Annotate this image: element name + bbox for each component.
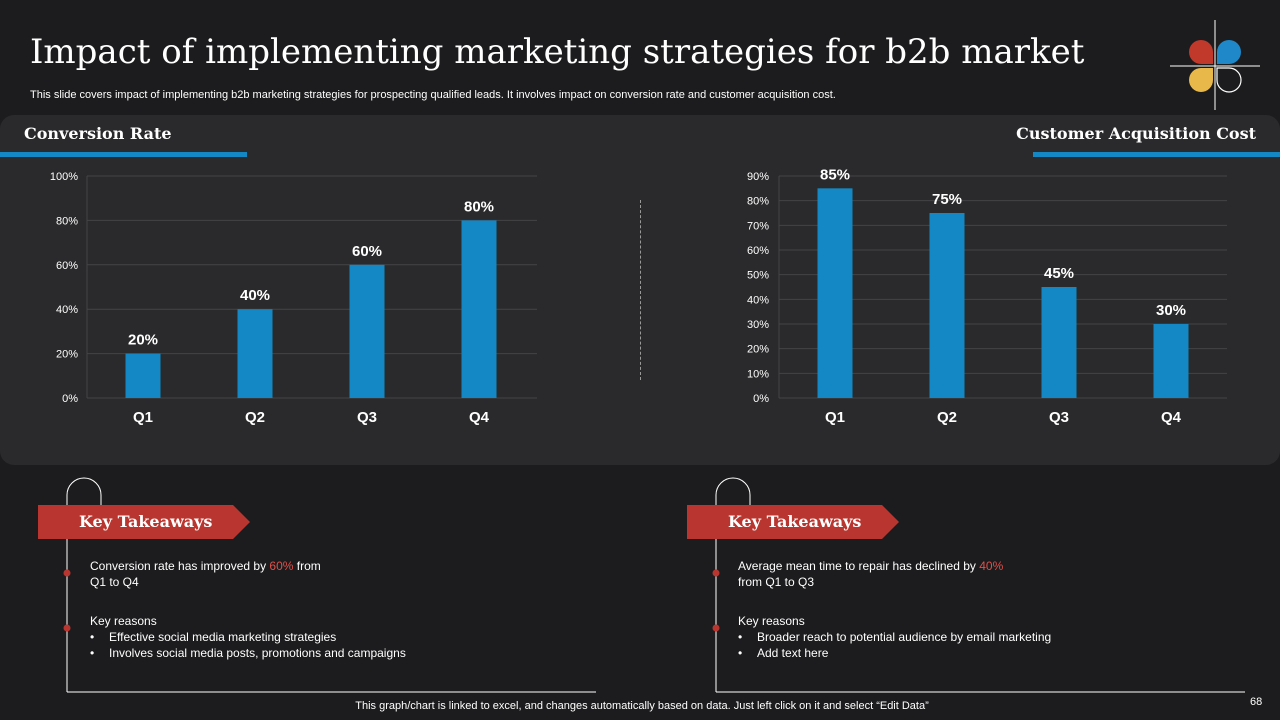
y-tick-label: 100% — [50, 171, 78, 183]
bar — [1153, 324, 1189, 398]
y-tick-label: 20% — [747, 344, 769, 356]
takeaway-right-reasons: Key reasons Broader reach to potential a… — [738, 613, 1051, 661]
y-tick-label: 50% — [747, 270, 769, 282]
bar — [461, 220, 497, 398]
bar — [817, 188, 853, 398]
footer-note: This graph/chart is linked to excel, and… — [355, 700, 929, 712]
reason-item: Add text here — [738, 645, 1051, 661]
x-tick-label: Q1 — [825, 409, 845, 426]
page-title: Impact of implementing marketing strateg… — [30, 32, 1085, 72]
page-number: 68 — [1250, 696, 1263, 708]
bar — [237, 309, 273, 398]
finding-text-suffix: from — [293, 559, 321, 573]
y-tick-label: 60% — [56, 260, 78, 272]
x-tick-label: Q2 — [937, 409, 957, 426]
key-takeaways-ribbon-right: Key Takeaways — [687, 505, 899, 539]
reasons-label: Key reasons — [90, 614, 157, 628]
y-tick-label: 70% — [747, 220, 769, 232]
bar — [349, 264, 385, 398]
x-tick-label: Q4 — [1161, 409, 1182, 426]
takeaway-right-finding: Average mean time to repair has declined… — [738, 558, 1003, 590]
data-label: 85% — [820, 166, 850, 183]
key-takeaways-heading: Key Takeaways — [728, 512, 862, 531]
acquisition-cost-title: Customer Acquisition Cost — [1016, 124, 1256, 143]
x-tick-label: Q3 — [357, 409, 377, 426]
takeaway-left-finding: Conversion rate has improved by 60% from… — [90, 558, 321, 590]
reasons-label: Key reasons — [738, 614, 805, 628]
y-tick-label: 10% — [747, 368, 769, 380]
y-tick-label: 80% — [56, 215, 78, 227]
y-tick-label: 20% — [56, 349, 78, 361]
x-tick-label: Q1 — [133, 409, 153, 426]
data-label: 75% — [932, 191, 962, 208]
takeaway-left-reasons: Key reasons Effective social media marke… — [90, 613, 406, 661]
finding-text-cont: Q1 to Q4 — [90, 575, 139, 589]
data-label: 30% — [1156, 302, 1186, 319]
conversion-rate-underline — [0, 152, 247, 157]
chart-divider — [640, 200, 641, 380]
y-tick-label: 40% — [747, 294, 769, 306]
finding-text-cont: from Q1 to Q3 — [738, 575, 815, 589]
y-tick-label: 30% — [747, 319, 769, 331]
conversion-rate-title: Conversion Rate — [24, 124, 172, 143]
y-tick-label: 80% — [747, 196, 769, 208]
y-tick-label: 40% — [56, 304, 78, 316]
data-label: 45% — [1044, 265, 1074, 282]
data-label: 80% — [464, 198, 494, 215]
y-tick-label: 0% — [753, 393, 769, 405]
x-tick-label: Q2 — [245, 409, 265, 426]
x-tick-label: Q4 — [469, 409, 490, 426]
page-subtitle: This slide covers impact of implementing… — [30, 89, 836, 101]
finding-text: Conversion rate has improved by — [90, 559, 270, 573]
finding-highlight: 60% — [269, 559, 294, 573]
key-takeaways-heading: Key Takeaways — [79, 512, 213, 531]
y-tick-label: 90% — [747, 171, 769, 183]
x-tick-label: Q3 — [1049, 409, 1069, 426]
quadrant-logo-icon — [1170, 20, 1260, 110]
finding-highlight: 40% — [979, 559, 1004, 573]
finding-text: Average mean time to repair has declined… — [738, 559, 980, 573]
bar — [1041, 287, 1077, 398]
data-label: 20% — [128, 332, 158, 349]
bar — [125, 353, 161, 398]
bar — [929, 213, 965, 398]
data-label: 60% — [352, 243, 382, 260]
acquisition-cost-underline — [1033, 152, 1280, 157]
data-label: 40% — [240, 287, 270, 304]
key-takeaways-ribbon-left: Key Takeaways — [38, 505, 250, 539]
reason-item: Effective social media marketing strateg… — [90, 629, 406, 645]
y-tick-label: 60% — [747, 245, 769, 257]
reason-item: Involves social media posts, promotions … — [90, 645, 406, 661]
y-tick-label: 0% — [62, 393, 78, 405]
reason-item: Broader reach to potential audience by e… — [738, 629, 1051, 645]
